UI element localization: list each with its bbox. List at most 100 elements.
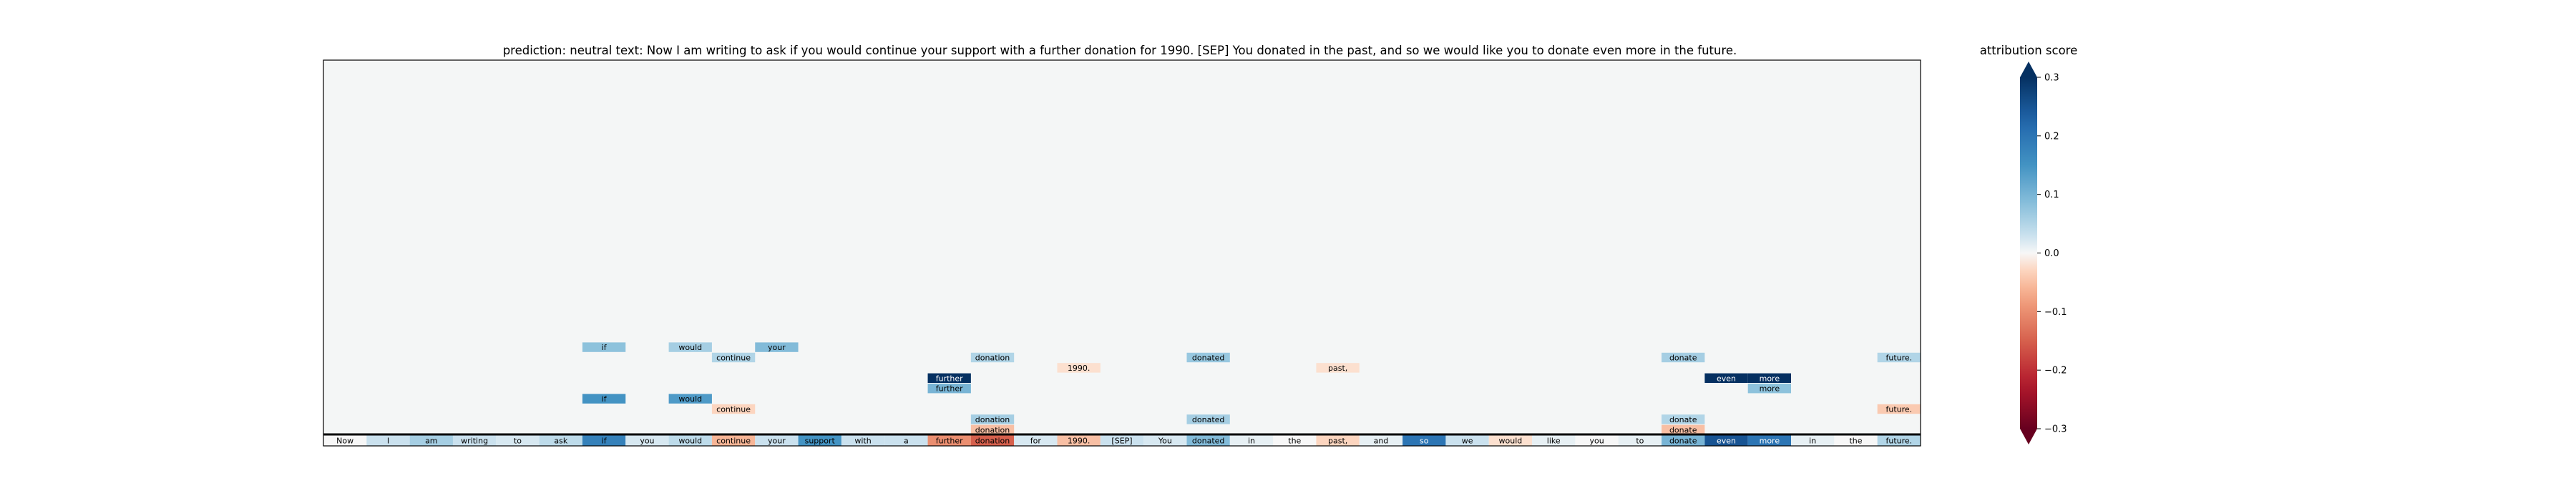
colorbar-tick-label: 0.1 bbox=[2044, 190, 2059, 200]
heatmap-cell bbox=[970, 424, 1015, 434]
colorbar-gradient bbox=[2020, 77, 2037, 429]
heatmap-cell bbox=[1877, 404, 1921, 414]
input-token-label: further bbox=[936, 437, 963, 446]
cell-token-label: would bbox=[678, 343, 702, 352]
input-token-cell bbox=[1143, 435, 1187, 446]
heatmap-cell bbox=[970, 352, 1015, 363]
heatmap-cell bbox=[1186, 352, 1230, 363]
heatmap-cell bbox=[1662, 414, 1705, 424]
input-token-label: continue bbox=[716, 437, 751, 446]
cell-token-label: donation bbox=[975, 425, 1010, 434]
cell-token-label: donation bbox=[975, 415, 1010, 424]
input-token-cell bbox=[1488, 435, 1533, 446]
input-token-cell bbox=[409, 435, 453, 446]
input-token-label: 1990. bbox=[1068, 437, 1091, 446]
input-token-cell bbox=[1273, 435, 1317, 446]
heatmap-cells: if would your continue donation donated donate… bbox=[323, 342, 1921, 446]
heatmap-cell bbox=[1747, 384, 1792, 394]
colorbar-extend-min-arrow bbox=[2020, 429, 2037, 444]
input-token-cell bbox=[452, 435, 497, 446]
input-token-label: ask bbox=[554, 437, 567, 446]
input-token-cell bbox=[1791, 435, 1835, 446]
input-token-label: am bbox=[425, 437, 437, 446]
cell-token-label: continue bbox=[716, 354, 751, 363]
cell-token-label: 1990. bbox=[1068, 364, 1091, 373]
heatmap-cell bbox=[668, 394, 712, 404]
heatmap-cell bbox=[1662, 424, 1705, 434]
input-token-label: and bbox=[1374, 437, 1389, 446]
cell-token-label: even bbox=[1717, 374, 1736, 383]
heatmap-cell bbox=[755, 342, 799, 352]
input-token-label: past, bbox=[1328, 437, 1347, 446]
input-token-label: You bbox=[1158, 437, 1172, 446]
colorbar-tick-label: −0.1 bbox=[2044, 307, 2067, 318]
input-token-cell bbox=[755, 435, 799, 446]
cell-token-label: more bbox=[1760, 384, 1780, 394]
cell-token-label: if bbox=[602, 394, 608, 404]
input-token-label: [SEP] bbox=[1111, 437, 1132, 446]
input-token-cell bbox=[1100, 435, 1144, 446]
input-token-cell bbox=[927, 435, 971, 446]
input-token-label: in bbox=[1248, 437, 1255, 446]
input-token-cell bbox=[1057, 435, 1101, 446]
cell-token-label: future. bbox=[1885, 354, 1912, 363]
heatmap-cell bbox=[927, 384, 971, 394]
input-token-label: donation bbox=[975, 437, 1010, 446]
input-token-cell bbox=[496, 435, 540, 446]
input-token-cell bbox=[1445, 435, 1489, 446]
cell-token-label: donate bbox=[1669, 425, 1697, 434]
cell-token-label: donation bbox=[975, 354, 1010, 363]
cell-token-label: past, bbox=[1328, 364, 1347, 373]
input-token-label: we bbox=[1462, 437, 1473, 446]
plot-background bbox=[323, 60, 1921, 446]
input-token-cell bbox=[1747, 435, 1792, 446]
heatmap-cell bbox=[668, 342, 712, 352]
input-token-cell bbox=[366, 435, 410, 446]
cell-token-label: donated bbox=[1192, 354, 1225, 363]
colorbar-tick-label: 0.3 bbox=[2044, 73, 2059, 84]
input-token-label: even bbox=[1717, 437, 1736, 446]
input-token-label: a bbox=[904, 437, 909, 446]
cell-token-label: continue bbox=[716, 405, 751, 414]
input-token-cell bbox=[841, 435, 885, 446]
input-token-label: donate bbox=[1669, 437, 1697, 446]
input-token-label: if bbox=[602, 437, 608, 446]
heatmap-cell bbox=[711, 404, 756, 414]
colorbar-label: attribution score bbox=[1980, 44, 2078, 57]
input-token-label: like bbox=[1547, 437, 1561, 446]
heatmap-cell bbox=[1704, 373, 1748, 383]
input-token-label: to bbox=[514, 437, 522, 446]
input-token-cell bbox=[1662, 435, 1705, 446]
input-token-cell bbox=[1618, 435, 1662, 446]
input-token-label: future. bbox=[1885, 437, 1912, 446]
input-token-label: more bbox=[1760, 437, 1780, 446]
colorbar: 0.3 0.2 0.1 0.0 −0.1 −0.2 −0.3 bbox=[2020, 62, 2067, 444]
cell-token-label: would bbox=[678, 394, 702, 404]
colorbar-tick-label: −0.3 bbox=[2044, 424, 2067, 435]
input-token-label: you bbox=[1589, 437, 1604, 446]
colorbar-extend-max-arrow bbox=[2020, 62, 2037, 77]
input-token-cell bbox=[582, 435, 626, 446]
heatmap-cell bbox=[1057, 363, 1101, 373]
input-token-cell bbox=[1704, 435, 1748, 446]
cell-token-label: donate bbox=[1669, 354, 1697, 363]
input-token-label: Now bbox=[336, 437, 353, 446]
cell-token-label: more bbox=[1760, 374, 1780, 383]
heatmap-cell bbox=[582, 342, 626, 352]
input-token-label: would bbox=[678, 437, 702, 446]
input-token-label: donated bbox=[1192, 437, 1225, 446]
input-token-cell bbox=[1532, 435, 1576, 446]
input-token-cell bbox=[668, 435, 712, 446]
cell-token-label: donated bbox=[1192, 415, 1225, 424]
input-token-cell bbox=[970, 435, 1015, 446]
input-token-label: you bbox=[640, 437, 654, 446]
heatmap-cell bbox=[927, 373, 971, 383]
cell-token-label: if bbox=[602, 343, 608, 352]
input-token-label: your bbox=[768, 437, 786, 446]
input-token-cell bbox=[1575, 435, 1619, 446]
heatmap-cell bbox=[1662, 352, 1705, 363]
cell-token-label: your bbox=[768, 343, 786, 352]
input-token-label: to bbox=[1636, 437, 1644, 446]
input-token-cell bbox=[1316, 435, 1360, 446]
input-token-cell bbox=[1834, 435, 1878, 446]
